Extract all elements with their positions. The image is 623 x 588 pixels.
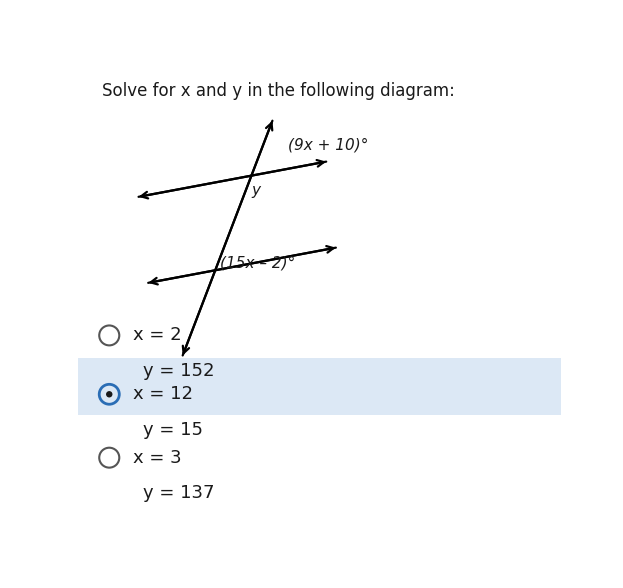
Text: (15x – 2)°: (15x – 2)° bbox=[221, 255, 295, 270]
FancyBboxPatch shape bbox=[78, 358, 561, 415]
Ellipse shape bbox=[107, 392, 112, 397]
Text: x = 12: x = 12 bbox=[133, 385, 193, 403]
Text: Solve for x and y in the following diagram:: Solve for x and y in the following diagr… bbox=[102, 82, 455, 100]
Text: x = 3: x = 3 bbox=[133, 449, 182, 467]
Text: y = 137: y = 137 bbox=[143, 484, 214, 502]
Text: y = 15: y = 15 bbox=[143, 420, 203, 439]
Text: x = 2: x = 2 bbox=[133, 326, 182, 345]
Text: y: y bbox=[252, 183, 260, 198]
Text: y = 152: y = 152 bbox=[143, 362, 214, 380]
Text: (9x + 10)°: (9x + 10)° bbox=[288, 138, 368, 153]
